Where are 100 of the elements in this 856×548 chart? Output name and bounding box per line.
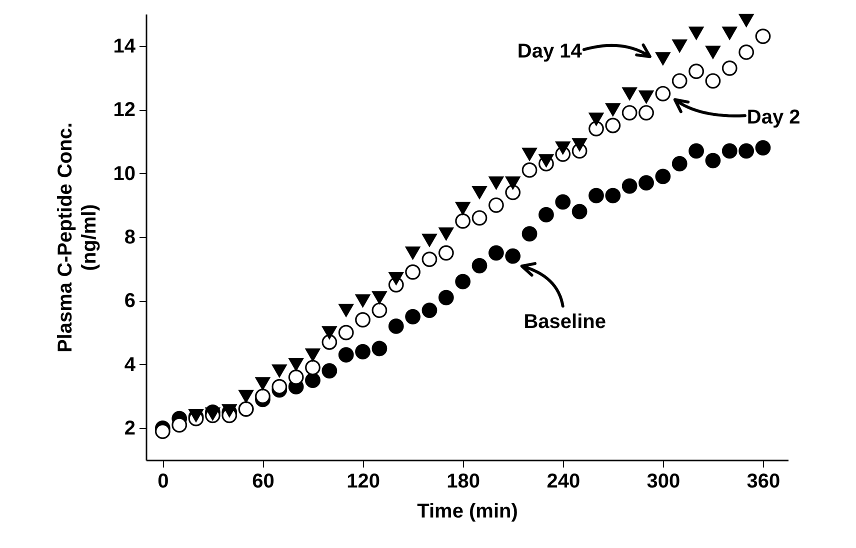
point (588, 112, 604, 126)
point (656, 52, 670, 66)
point (622, 105, 638, 120)
point (255, 388, 270, 404)
point (288, 369, 304, 385)
text: Day 14 (517, 40, 583, 63)
x-axis-title: Time (min) (417, 500, 518, 522)
point (305, 348, 320, 362)
point (188, 408, 204, 422)
point (405, 264, 420, 280)
point (372, 291, 387, 304)
y-tick-label: 14 (113, 35, 136, 58)
point (655, 86, 671, 102)
point (622, 87, 637, 100)
point (355, 344, 370, 360)
point (222, 404, 237, 418)
point (322, 363, 338, 378)
point (272, 364, 287, 378)
point (422, 234, 437, 247)
point (738, 14, 754, 27)
point (722, 143, 738, 159)
y-tick-label: 2 (124, 418, 136, 440)
point (472, 186, 487, 199)
point (488, 176, 504, 190)
point (422, 252, 438, 267)
point (488, 245, 504, 261)
y-axis-title: Plasma C-Peptide Conc. (ng/ml) (54, 122, 100, 353)
point (288, 358, 304, 371)
point (672, 39, 687, 52)
point (655, 168, 671, 184)
point (438, 227, 454, 240)
point (405, 308, 420, 324)
point (438, 290, 454, 306)
point (706, 46, 720, 59)
point (338, 347, 354, 363)
point (456, 202, 470, 215)
point (638, 90, 654, 104)
y-tick-label: 6 (124, 290, 136, 312)
point (688, 64, 704, 80)
y-tick-label: 10 (113, 162, 136, 185)
point (355, 294, 370, 308)
point (455, 274, 471, 290)
point (272, 379, 288, 394)
point (388, 318, 404, 334)
y-tick-label: 8 (124, 226, 136, 248)
x-tick-label: 180 (446, 470, 480, 492)
point (372, 340, 388, 356)
point (755, 28, 771, 44)
point (672, 156, 688, 172)
x-tick-label: 0 (158, 470, 169, 492)
point (405, 246, 420, 260)
point (672, 73, 688, 89)
point (738, 143, 754, 159)
point (522, 226, 538, 242)
x-tick-label: 60 (252, 470, 274, 492)
point (572, 204, 588, 220)
point (606, 103, 620, 116)
point (755, 140, 771, 156)
point (556, 141, 570, 154)
point (522, 162, 538, 178)
point (605, 188, 621, 204)
point (555, 194, 571, 210)
x-tick-label: 360 (746, 470, 780, 492)
point (605, 118, 621, 134)
point (538, 207, 554, 222)
point (722, 26, 737, 40)
point (338, 324, 354, 340)
point (205, 407, 220, 420)
point (588, 188, 604, 204)
text: Baseline (524, 311, 606, 334)
x-tick-label: 120 (346, 470, 380, 492)
legend-label: Day 2 (746, 106, 800, 129)
point (688, 143, 704, 159)
point (338, 304, 354, 317)
point (506, 176, 520, 190)
point (622, 178, 638, 194)
point (388, 272, 404, 285)
point (538, 154, 554, 167)
point (255, 377, 270, 390)
point (322, 326, 337, 340)
point (305, 372, 320, 388)
point (355, 312, 370, 328)
point (372, 302, 388, 318)
y-tick-label: 12 (113, 99, 136, 122)
point (472, 210, 488, 226)
point (154, 424, 170, 440)
point (738, 44, 754, 60)
point (722, 60, 738, 76)
x-tick-label: 240 (546, 470, 580, 492)
point (438, 245, 454, 261)
point (638, 175, 654, 191)
point (455, 213, 471, 229)
point (638, 105, 654, 120)
point (172, 417, 188, 433)
point (572, 138, 587, 152)
point (505, 248, 521, 264)
point (705, 152, 721, 168)
point (488, 197, 504, 213)
point (688, 26, 704, 40)
point (422, 302, 438, 318)
